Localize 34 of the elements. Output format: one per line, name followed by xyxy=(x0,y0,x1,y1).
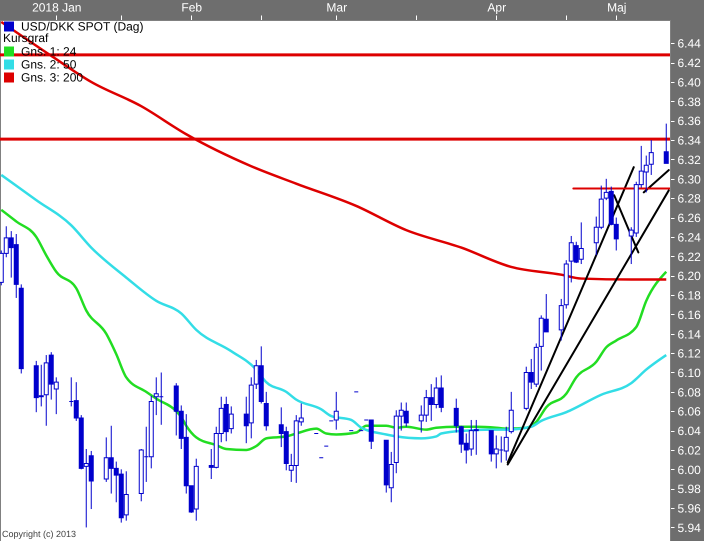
y-tick-label: 6.24 xyxy=(678,230,702,244)
y-tick-label: 6.36 xyxy=(678,114,702,128)
y-tick-label: 6.44 xyxy=(678,36,702,51)
y-tick-label: 6.02 xyxy=(678,443,702,458)
y-tick-label: 6.30 xyxy=(678,172,702,186)
y-tick-label: 6.16 xyxy=(678,308,702,322)
legend-label: USD/DKK SPOT (Dag) xyxy=(21,20,144,34)
x-tick-label: Maj xyxy=(607,0,626,14)
y-tick-label: 6.22 xyxy=(678,250,702,264)
y-tick-label: 6.42 xyxy=(678,56,702,70)
y-tick-label: 5.96 xyxy=(678,502,702,516)
x-tick-label: 2018 Jan xyxy=(32,0,82,14)
y-tick-label: 6.26 xyxy=(678,211,702,226)
y-tick-label: 6.28 xyxy=(678,192,702,206)
y-tick-label: 6.04 xyxy=(678,424,702,438)
x-tick-label: Mar xyxy=(326,0,348,14)
y-tick-label: 6.00 xyxy=(678,462,702,477)
y-tick-label: 6.10 xyxy=(678,366,702,380)
y-tick-label: 6.34 xyxy=(678,134,702,148)
y-tick-label: 6.06 xyxy=(678,404,702,419)
y-tick-label: 6.14 xyxy=(678,327,702,342)
x-tick-label: Apr xyxy=(487,0,506,14)
y-tick-label: 5.94 xyxy=(678,520,702,535)
y-tick-label: 6.32 xyxy=(678,152,702,167)
y-tick-label: 6.38 xyxy=(678,94,702,109)
y-tick-label: 6.20 xyxy=(678,269,702,284)
y-tick-label: 5.98 xyxy=(678,482,702,496)
y-tick-label: 6.40 xyxy=(678,75,702,90)
y-tick-label: 6.12 xyxy=(678,346,702,361)
x-tick-label: Feb xyxy=(181,0,202,14)
y-tick-label: 6.08 xyxy=(678,385,702,400)
y-tick-label: 6.18 xyxy=(678,288,702,303)
annotation: Copyright (c) 2013 xyxy=(2,529,76,539)
legend-label: Gns. 3: 200 xyxy=(21,70,84,84)
